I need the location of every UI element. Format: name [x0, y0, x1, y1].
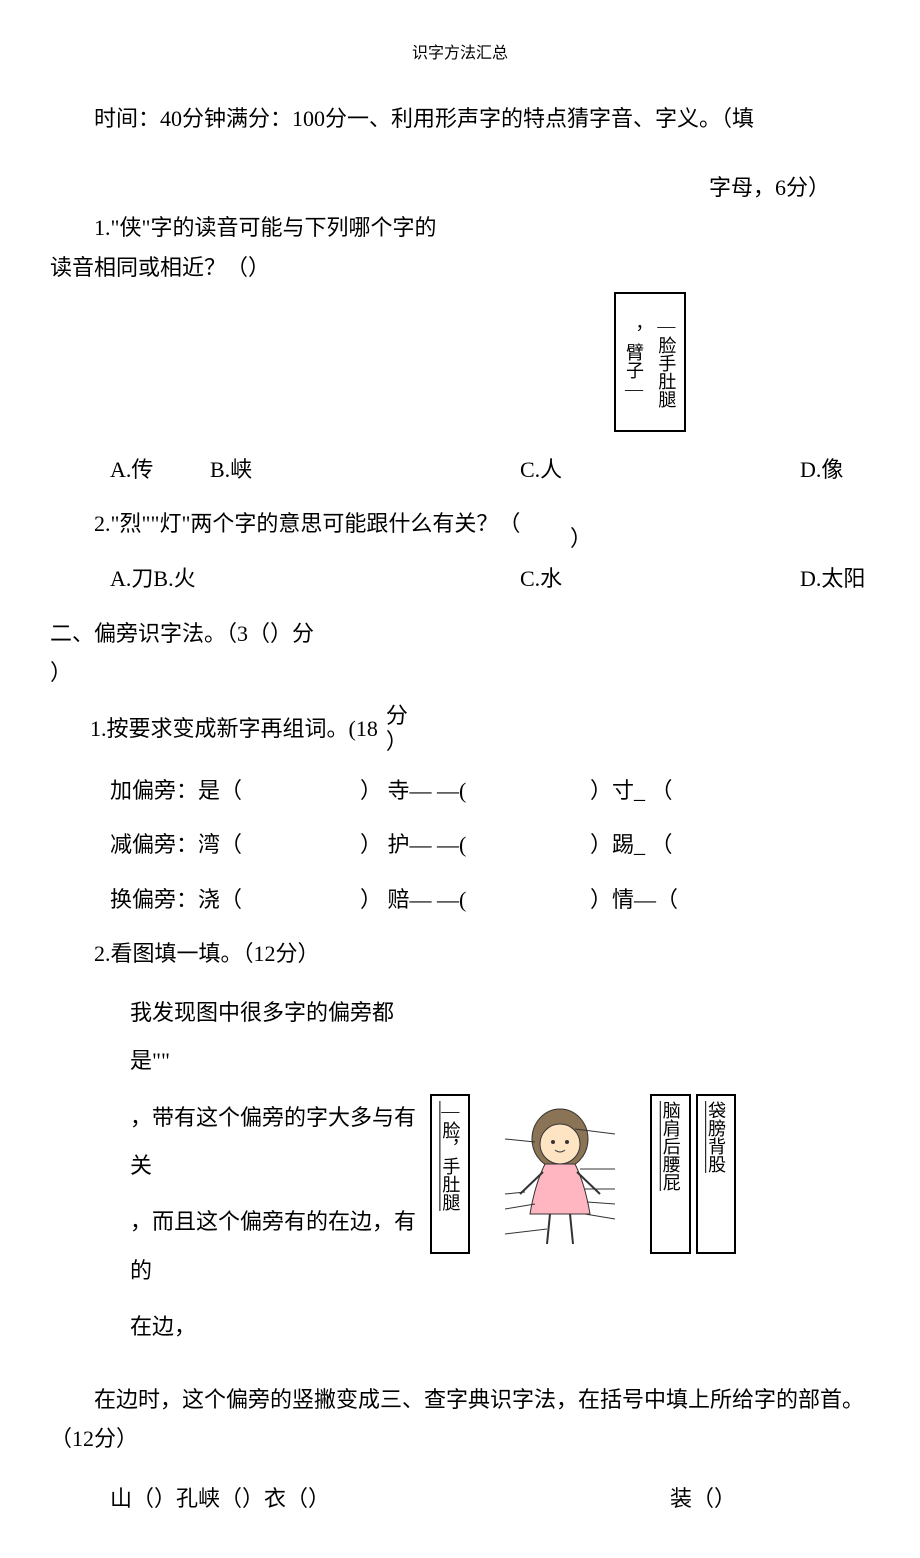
fill-row-3: 换偏旁：浇（ ） 赔— —( ）情—（ — [50, 880, 870, 920]
q2-2-line4: 在边， — [130, 1303, 430, 1351]
row2-end: ）踢_ （ — [590, 825, 870, 865]
fill-row-2: 减偏旁：湾（ ） 护— —( ）踢_ （ — [50, 825, 870, 865]
header-line1: 时间：40分钟满分：100分一、利用形声字的特点猜字音、字义。（填 — [94, 106, 754, 131]
row1-end: ）寸_ （ — [590, 771, 870, 811]
q2-2-images: —脸，手肚腿 脑肩后腰屁 袋膀背股 — [430, 989, 870, 1360]
fen-paren: ） — [386, 729, 408, 755]
q1-stem-line2: 读音相同或相近？（） — [50, 248, 870, 288]
q1-option-c: C.人 — [520, 450, 800, 490]
section2-sub2-label: 2.看图填一填。（12分） — [50, 934, 870, 974]
fen-vertical: 分 ） — [386, 703, 408, 756]
row3-end: ）情—（ — [590, 880, 870, 920]
q2-options: A.刀B.火 C.水 D.太阳 — [50, 559, 870, 599]
row3-label: 换偏旁：浇（ — [110, 880, 360, 920]
q1-option-b: B.峡 — [210, 450, 520, 490]
section-3-heading: 在边时，这个偏旁的竖撇变成三、查字典识字法，在括号中填上所给字的部首。（12分） — [50, 1380, 870, 1459]
question-1: 1."侠"字的读音可能与下列哪个字的 读音相同或相近？（） —脸手肚腿 ，臂子—… — [50, 208, 870, 489]
q2-2-text: 我发现图中很多字的偏旁都是"" ，带有这个偏旁的字大多与有关 ，而且这个偏旁有的… — [50, 989, 430, 1360]
section2-heading-p1: 二、偏旁识字法。（3（）分 — [50, 621, 314, 646]
row3-mid: ） 赔— —( — [360, 880, 590, 920]
row2-label: 减偏旁：湾（ — [110, 825, 360, 865]
exam-header: 时间：40分钟满分：100分一、利用形声字的特点猜字音、字义。（填 — [50, 99, 870, 139]
body-box-right-2: 袋膀背股 — [696, 1094, 736, 1254]
question-2: 2."烈""灯"两个字的意思可能跟什么有关？（ ） A.刀B.火 C.水 D.太… — [50, 504, 870, 598]
q3-fill-row: 山（）孔峡（）衣（） 装（） — [50, 1479, 870, 1519]
s2s1-label-text: 1.按要求变成新字再组词。(18 — [90, 709, 378, 749]
q2-option-a: A.刀 — [110, 566, 153, 591]
exam-header-right: 字母，6分） — [50, 168, 870, 208]
q1-diagram-container: —脸手肚腿 ，臂子— — [430, 287, 870, 450]
q3-right: 装（） — [670, 1479, 870, 1519]
row2-mid: ） 护— —( — [360, 825, 590, 865]
q2-2-line2: ，带有这个偏旁的字大多与有关 — [130, 1094, 430, 1191]
section2-heading-p2: ） — [50, 660, 72, 685]
q2-2-line1: 我发现图中很多字的偏旁都是"" — [130, 989, 430, 1086]
q1-diagram-box: —脸手肚腿 ，臂子— — [614, 292, 687, 432]
body-box-left: —脸，手肚腿 — [430, 1094, 470, 1254]
row1-mid: ） 寺— —( — [360, 771, 590, 811]
q2-option-d: D.太阳 — [800, 559, 870, 599]
q1-option-a: A.传 — [110, 450, 210, 490]
q2-2-line3: ，而且这个偏旁有的在边，有的 — [130, 1198, 430, 1295]
q2-option-c: C.水 — [520, 559, 800, 599]
q2-stem: 2."烈""灯"两个字的意思可能跟什么有关？（ — [50, 504, 570, 544]
q1-options: A.传 B.峡 C.人 D.像 — [50, 450, 870, 490]
girl-figure-icon — [475, 1094, 645, 1254]
q1-stem-line1: 1."侠"字的读音可能与下列哪个字的 — [50, 208, 870, 248]
q2-2-container: 我发现图中很多字的偏旁都是"" ，带有这个偏旁的字大多与有关 ，而且这个偏旁有的… — [50, 989, 870, 1360]
section2-sub1-label: 1.按要求变成新字再组词。(18 分 ） — [50, 703, 870, 756]
q2-option-ab: A.刀B.火 — [110, 559, 520, 599]
document-title: 识字方法汇总 — [50, 40, 870, 69]
section-2-heading: 二、偏旁识字法。（3（）分 ） — [50, 614, 870, 693]
row1-label: 加偏旁：是（ — [110, 771, 360, 811]
q2-option-b: B.火 — [153, 566, 195, 591]
fen-char: 分 — [386, 703, 408, 729]
q3-left: 山（）孔峡（）衣（） — [110, 1479, 670, 1519]
q2-paren-close: ） — [570, 504, 592, 559]
q1-option-d: D.像 — [800, 450, 870, 490]
fill-row-1: 加偏旁：是（ ） 寺— —( ）寸_ （ — [50, 771, 870, 811]
body-box-right-1: 脑肩后腰屁 — [650, 1094, 690, 1254]
